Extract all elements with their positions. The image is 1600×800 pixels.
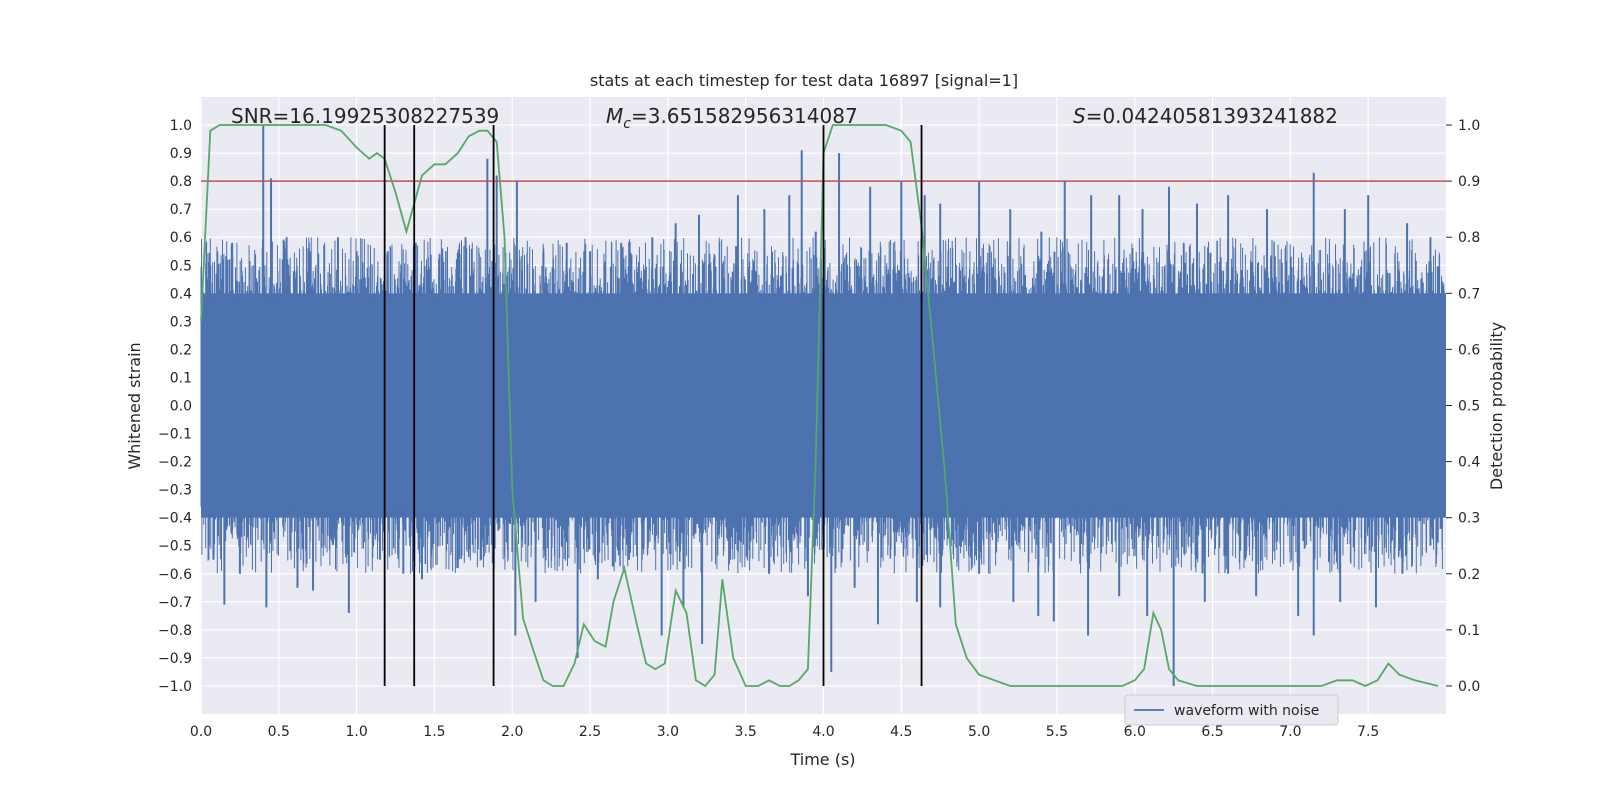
right-axis-ticks: 1.0 0.9 0.8 0.7 0.6 0.5 0.4 0.3 0.2 0.1 0.0 [1446, 118, 1480, 695]
left-tick-label: −0.2 [158, 455, 192, 471]
left-tick-label: −0.6 [158, 567, 192, 583]
left-axis-ticks: 1.0 0.9 0.8 0.7 0.6 0.5 0.4 0.3 0.2 0.1 0.0 −0.1 −0.… [158, 118, 192, 695]
x-tick-label: 7.5 [1357, 724, 1379, 740]
x-tick-label: 0.0 [190, 724, 212, 740]
legend-box [1124, 694, 1339, 726]
x-tick-label: 7.0 [1279, 724, 1301, 740]
probability-line [200, 124, 1439, 688]
probability-series [200, 124, 1439, 688]
left-tick-label: 0.8 [170, 174, 192, 190]
x-tick-label: 3.5 [735, 724, 757, 740]
right-tick-label: 1.0 [1458, 118, 1480, 134]
right-tick-label: 0.8 [1458, 230, 1480, 246]
left-tick-label: 0.0 [170, 399, 192, 415]
left-tick-label: −0.1 [158, 427, 192, 443]
x-tick-label: 2.0 [501, 724, 523, 740]
right-tick-label: 0.6 [1458, 342, 1480, 358]
legend-label: waveform with noise [1174, 703, 1319, 719]
left-tick-label: 0.5 [170, 258, 192, 274]
x-tick-label: 6.0 [1124, 724, 1146, 740]
left-tick-label: 0.4 [170, 286, 192, 302]
right-tick-label: 0.0 [1458, 679, 1480, 695]
left-tick-label: −1.0 [158, 679, 192, 695]
x-axis-label: Time (s) [789, 750, 855, 769]
left-axis-label: Whitened strain [125, 342, 144, 469]
chart-title: stats at each timestep for test data 168… [590, 71, 1018, 90]
x-tick-label: 4.5 [890, 724, 912, 740]
right-tick-label: 0.2 [1458, 567, 1480, 583]
left-tick-label: −0.3 [158, 483, 192, 499]
s-symbol: S [1073, 104, 1086, 128]
vertical-markers [383, 125, 923, 686]
left-tick-label: −0.7 [158, 595, 192, 611]
x-tick-label: 1.5 [423, 724, 445, 740]
s-value: =0.04240581393241882 [1086, 104, 1338, 128]
x-tick-label: 5.5 [1046, 724, 1068, 740]
left-tick-label: 0.2 [170, 342, 192, 358]
x-tick-label: 1.0 [345, 724, 367, 740]
x-axis-ticks: 0.0 0.5 1.0 1.5 2.0 2.5 3.0 3.5 4.0 4.5 5.0 5.5 6.0 6… [190, 724, 1379, 740]
left-tick-label: 0.1 [170, 370, 192, 386]
chirp-mass-annotation: Mc=3.651582956314087 [606, 104, 858, 132]
left-tick-label: 0.7 [170, 202, 192, 218]
left-tick-label: −0.4 [158, 511, 192, 527]
x-tick-label: 4.0 [812, 724, 834, 740]
left-tick-label: 0.9 [170, 146, 192, 162]
right-tick-label: 0.3 [1458, 511, 1480, 527]
chirp-mass-subscript: c [623, 116, 631, 132]
right-axis-label: Detection probability [1487, 322, 1506, 490]
left-tick-label: 0.6 [170, 230, 192, 246]
right-tick-label: 0.5 [1458, 399, 1480, 415]
left-tick-label: −0.8 [158, 623, 192, 639]
chirp-mass-symbol: M [606, 104, 623, 128]
snr-annotation: SNR=16.19925308227539 [231, 104, 499, 128]
left-tick-label: 0.3 [170, 314, 192, 330]
right-tick-label: 0.7 [1458, 286, 1480, 302]
chirp-mass-value: =3.651582956314087 [631, 104, 858, 128]
right-tick-label: 0.1 [1458, 623, 1480, 639]
x-tick-label: 0.5 [268, 724, 290, 740]
x-tick-label: 5.0 [968, 724, 990, 740]
legend: waveform with noise [1124, 694, 1339, 726]
s-annotation: S=0.04240581393241882 [1073, 104, 1338, 128]
x-tick-label: 2.5 [579, 724, 601, 740]
right-tick-label: 0.4 [1458, 455, 1480, 471]
x-tick-label: 3.0 [657, 724, 679, 740]
left-tick-label: −0.9 [158, 651, 192, 667]
x-tick-label: 6.5 [1201, 724, 1223, 740]
right-tick-label: 0.9 [1458, 174, 1480, 190]
left-tick-label: 1.0 [170, 118, 192, 134]
left-tick-label: −0.5 [158, 539, 192, 555]
